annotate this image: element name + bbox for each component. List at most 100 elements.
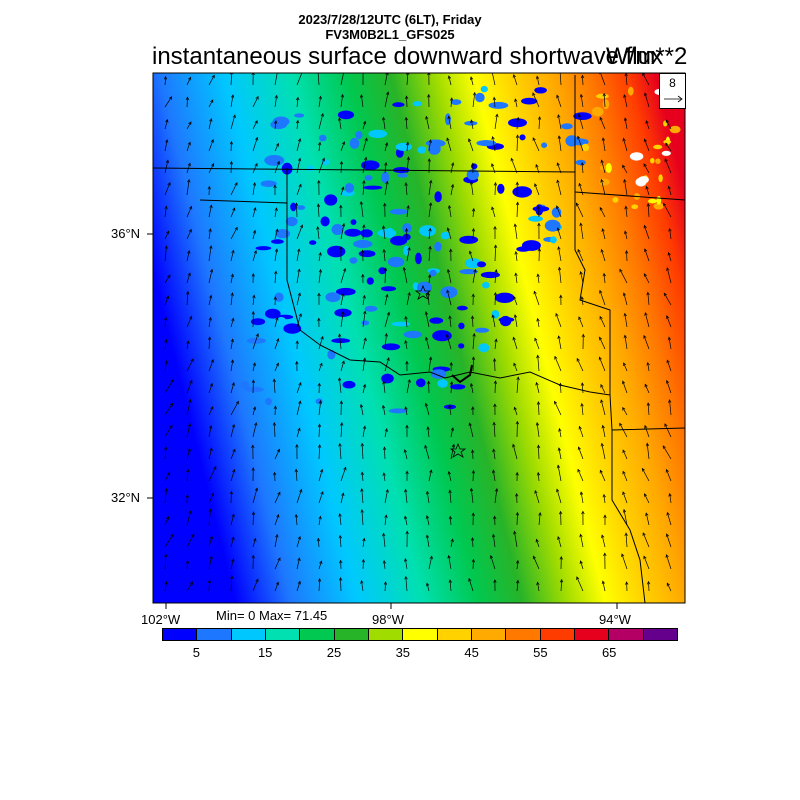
- wind-arrow: [230, 338, 234, 350]
- wind-arrow: [666, 582, 672, 592]
- wind-arrow: [339, 559, 343, 570]
- colorbar-swatch: [368, 629, 404, 640]
- cloud-cell: [476, 261, 487, 268]
- cloud-cell: [294, 113, 305, 118]
- wind-arrow: [252, 406, 257, 416]
- wind-arrow: [643, 163, 650, 174]
- wind-arrow: [208, 228, 212, 240]
- wind-arrow: [316, 537, 321, 548]
- wind-arrow: [230, 400, 239, 416]
- map-units: W/m**2: [606, 43, 688, 70]
- wind-arrow: [471, 207, 476, 218]
- wind-arrow: [362, 357, 367, 372]
- wind-arrow: [230, 536, 235, 548]
- wind-arrow: [186, 423, 192, 438]
- wind-arrow: [274, 448, 280, 460]
- wind-arrow: [668, 227, 672, 240]
- cloud-cell: [390, 235, 408, 246]
- wind-arrow: [164, 205, 168, 218]
- wind-arrow: [491, 314, 496, 328]
- wind-arrow: [317, 578, 322, 592]
- cloud-cell: [325, 292, 341, 302]
- wind-arrow: [536, 273, 540, 284]
- cloud-cell: [419, 225, 437, 237]
- wind-arrow: [601, 137, 606, 152]
- wind-arrow: [405, 360, 409, 372]
- wind-arrow: [252, 294, 256, 306]
- wind-arrow: [405, 470, 409, 482]
- wind-arrow: [208, 382, 214, 394]
- wind-arrow: [513, 406, 518, 416]
- wind-arrow: [448, 315, 452, 328]
- wind-arrow: [208, 138, 214, 152]
- wind-arrow: [274, 557, 281, 570]
- cloud-cell: [265, 397, 272, 406]
- wind-arrow: [449, 361, 453, 372]
- lat-label-32n: 32°N: [111, 490, 141, 505]
- wind-arrow: [317, 179, 321, 196]
- cloud-cell: [275, 229, 291, 239]
- wind-arrow: [296, 138, 302, 152]
- cloud-cell: [605, 163, 612, 173]
- colorbar-swatch: [163, 629, 198, 640]
- wind-arrow: [622, 292, 628, 306]
- wind-arrow: [338, 442, 342, 460]
- wind-arrow: [581, 333, 585, 350]
- wind-arrow: [556, 162, 562, 174]
- wind-arrow: [316, 203, 321, 218]
- cloud-cell: [331, 338, 351, 344]
- wind-arrow: [340, 422, 344, 438]
- wind-arrow: [515, 134, 520, 152]
- cloud-cell: [494, 292, 515, 303]
- wind-arrow: [515, 471, 519, 482]
- wind-arrow: [230, 182, 238, 196]
- wind-arrow: [468, 422, 474, 438]
- wind-arrow: [317, 317, 321, 328]
- cloud-cell: [319, 134, 327, 142]
- cloud-cell: [519, 134, 526, 141]
- wind-arrow: [406, 291, 411, 306]
- wind-arrow: [577, 135, 584, 152]
- cloud-cell: [403, 330, 423, 339]
- wind-arrow: [579, 271, 584, 284]
- cloud-cell: [432, 330, 452, 342]
- wind-arrow: [164, 295, 170, 306]
- cloud-cell: [309, 240, 317, 245]
- wind-arrow: [362, 294, 366, 306]
- cloud-cell: [397, 173, 408, 178]
- wind-arrow: [296, 580, 301, 592]
- wind-arrow: [230, 94, 235, 108]
- wind-arrow: [340, 310, 345, 328]
- cloud-cell: [650, 157, 655, 164]
- wind-arrow: [230, 513, 235, 526]
- cloud-cell: [335, 287, 356, 296]
- wind-arrow: [621, 553, 628, 570]
- colorbar-label: 25: [326, 645, 342, 660]
- wind-arrow: [164, 159, 169, 174]
- wind-arrow: [577, 248, 584, 262]
- wind-arrow: [602, 272, 606, 284]
- cloud-cell: [429, 269, 437, 277]
- cloud-cell: [434, 241, 442, 252]
- wind-arrow: [425, 336, 430, 350]
- wind-arrow: [252, 537, 257, 548]
- wind-arrow: [274, 362, 279, 372]
- wind-arrow: [230, 382, 235, 394]
- wind-arrow: [535, 75, 540, 86]
- wind-arrow: [296, 157, 302, 174]
- wind-arrow: [230, 558, 235, 570]
- wind-arrow: [428, 469, 433, 482]
- cloud-cell: [669, 125, 681, 134]
- cloud-cell: [381, 373, 394, 384]
- wind-arrow: [600, 248, 606, 262]
- wind-arrow: [513, 362, 518, 372]
- wind-arrow: [164, 446, 168, 460]
- wind-arrow: [384, 514, 388, 526]
- wind-arrow: [470, 119, 474, 130]
- wind-arrow: [251, 379, 256, 394]
- wind-arrow: [491, 206, 496, 218]
- cloud-cell: [360, 229, 373, 238]
- wind-arrow: [186, 250, 191, 262]
- wind-arrow: [251, 273, 255, 284]
- cloud-cell: [491, 310, 500, 319]
